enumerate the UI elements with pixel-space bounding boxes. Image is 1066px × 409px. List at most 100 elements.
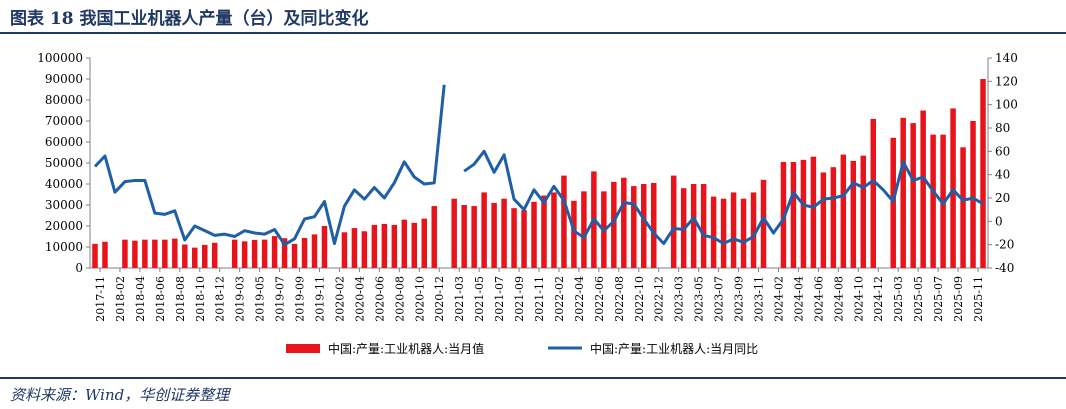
x-tick-label: 2021-11 xyxy=(533,276,546,322)
bar-line-chart: 2017-11 2018-02 2018-04 2018-06 2018-08 2018-… xyxy=(37,51,1018,356)
x-tick-label: 2022-08 xyxy=(613,276,626,322)
title-rule xyxy=(0,32,1066,34)
line-series xyxy=(93,84,984,247)
bar xyxy=(411,222,418,268)
x-tick-label: 2024-12 xyxy=(872,276,885,322)
bar xyxy=(840,154,847,268)
bar xyxy=(541,195,547,268)
left-y-tick-label: 70000 xyxy=(45,114,83,128)
bar xyxy=(251,239,258,268)
bar xyxy=(651,182,657,268)
bar xyxy=(720,198,727,268)
bar xyxy=(820,172,827,268)
bar xyxy=(551,192,557,268)
x-tick-label: 2021-09 xyxy=(513,276,526,322)
bar xyxy=(491,202,497,268)
left-y-axis-ticks: 0 10000 20000 30000 40000 50000 60000 70000 8000… xyxy=(37,51,90,275)
bar xyxy=(271,236,278,268)
bar xyxy=(471,206,477,268)
x-tick-label: 2023-05 xyxy=(693,276,706,322)
bar xyxy=(231,239,238,268)
x-tick-label: 2024-02 xyxy=(772,276,785,322)
bar xyxy=(930,134,936,268)
bar xyxy=(920,110,926,268)
chart-legend: 中国:产量:工业机器人:当月值 中国:产量:工业机器人:当月同比 xyxy=(286,341,758,356)
bar xyxy=(670,175,677,268)
right-y-tick-label: 80 xyxy=(995,121,1010,135)
x-tick-label: 2025-11 xyxy=(972,276,985,322)
x-tick-label: 2018-10 xyxy=(194,276,207,322)
x-tick-label: 2020-08 xyxy=(393,276,406,322)
bar xyxy=(281,238,288,268)
right-y-tick-label: 20 xyxy=(995,191,1010,205)
bar xyxy=(870,118,876,269)
bar xyxy=(351,228,358,268)
bar xyxy=(202,244,208,268)
bar xyxy=(631,186,637,268)
bar xyxy=(621,177,627,268)
bar xyxy=(830,167,837,268)
x-tick-label: 2021-03 xyxy=(453,276,466,322)
x-tick-label: 2018-02 xyxy=(114,276,127,322)
bar xyxy=(391,224,398,268)
series-line xyxy=(93,84,446,247)
bar xyxy=(531,201,537,268)
x-tick-label: 2019-09 xyxy=(294,276,307,322)
right-y-tick-label: 60 xyxy=(995,144,1010,158)
x-tick-label: 2023-09 xyxy=(733,276,746,322)
left-y-tick-label: 30000 xyxy=(45,198,83,212)
right-y-tick-label: 120 xyxy=(995,74,1018,88)
bar xyxy=(172,238,178,268)
bar xyxy=(900,117,906,268)
x-tick-label: 2023-03 xyxy=(673,276,686,322)
x-tick-label: 2022-02 xyxy=(553,276,566,322)
x-axis-ticks: 2017-11 2018-02 2018-04 2018-06 2018-08 2018-… xyxy=(94,268,985,322)
x-tick-label: 2024-04 xyxy=(792,276,805,322)
bar xyxy=(92,243,98,268)
x-tick-label: 2023-11 xyxy=(753,276,766,322)
x-tick-label: 2020-02 xyxy=(333,276,346,322)
x-tick-label: 2020-06 xyxy=(373,276,386,322)
bar xyxy=(810,156,817,268)
bar xyxy=(311,234,318,268)
bar xyxy=(561,175,567,268)
left-y-tick-label: 100000 xyxy=(37,51,83,65)
x-tick-label: 2020-04 xyxy=(353,276,366,322)
x-tick-label: 2019-11 xyxy=(313,276,326,322)
bar xyxy=(291,243,298,268)
left-y-tick-label: 20000 xyxy=(45,219,83,233)
x-tick-label: 2019-03 xyxy=(234,276,247,322)
right-y-tick-label: 140 xyxy=(995,51,1018,65)
x-tick-label: 2025-09 xyxy=(952,276,965,322)
bar xyxy=(481,192,487,268)
bar-series xyxy=(92,79,986,269)
bar xyxy=(511,208,517,268)
figure-title: 图表 18 我国工业机器人产量（台）及同比变化 xyxy=(10,9,369,29)
bar xyxy=(182,244,188,268)
bar xyxy=(850,160,857,268)
bar xyxy=(122,239,128,268)
series-line xyxy=(463,149,984,245)
x-tick-label: 2024-06 xyxy=(812,276,825,322)
x-tick-label: 2022-10 xyxy=(633,276,646,322)
x-tick-label: 2025-07 xyxy=(932,276,945,322)
bar xyxy=(431,206,437,268)
bar xyxy=(501,198,507,268)
x-tick-label: 2018-06 xyxy=(154,276,167,322)
bar xyxy=(571,200,577,268)
bar xyxy=(241,241,248,268)
bar xyxy=(162,239,168,268)
bar xyxy=(381,223,388,268)
bar xyxy=(132,240,138,268)
bar xyxy=(371,224,378,268)
bar xyxy=(690,184,697,268)
bar xyxy=(361,231,368,268)
x-tick-label: 2020-10 xyxy=(413,276,426,322)
x-tick-label: 2024-08 xyxy=(832,276,845,322)
x-tick-label: 2018-08 xyxy=(174,276,187,322)
x-tick-label: 2018-12 xyxy=(214,276,227,322)
left-y-tick-label: 0 xyxy=(75,261,83,275)
x-tick-label: 2020-12 xyxy=(433,276,446,322)
x-tick-label: 2022-04 xyxy=(573,276,586,322)
bar xyxy=(152,239,158,268)
